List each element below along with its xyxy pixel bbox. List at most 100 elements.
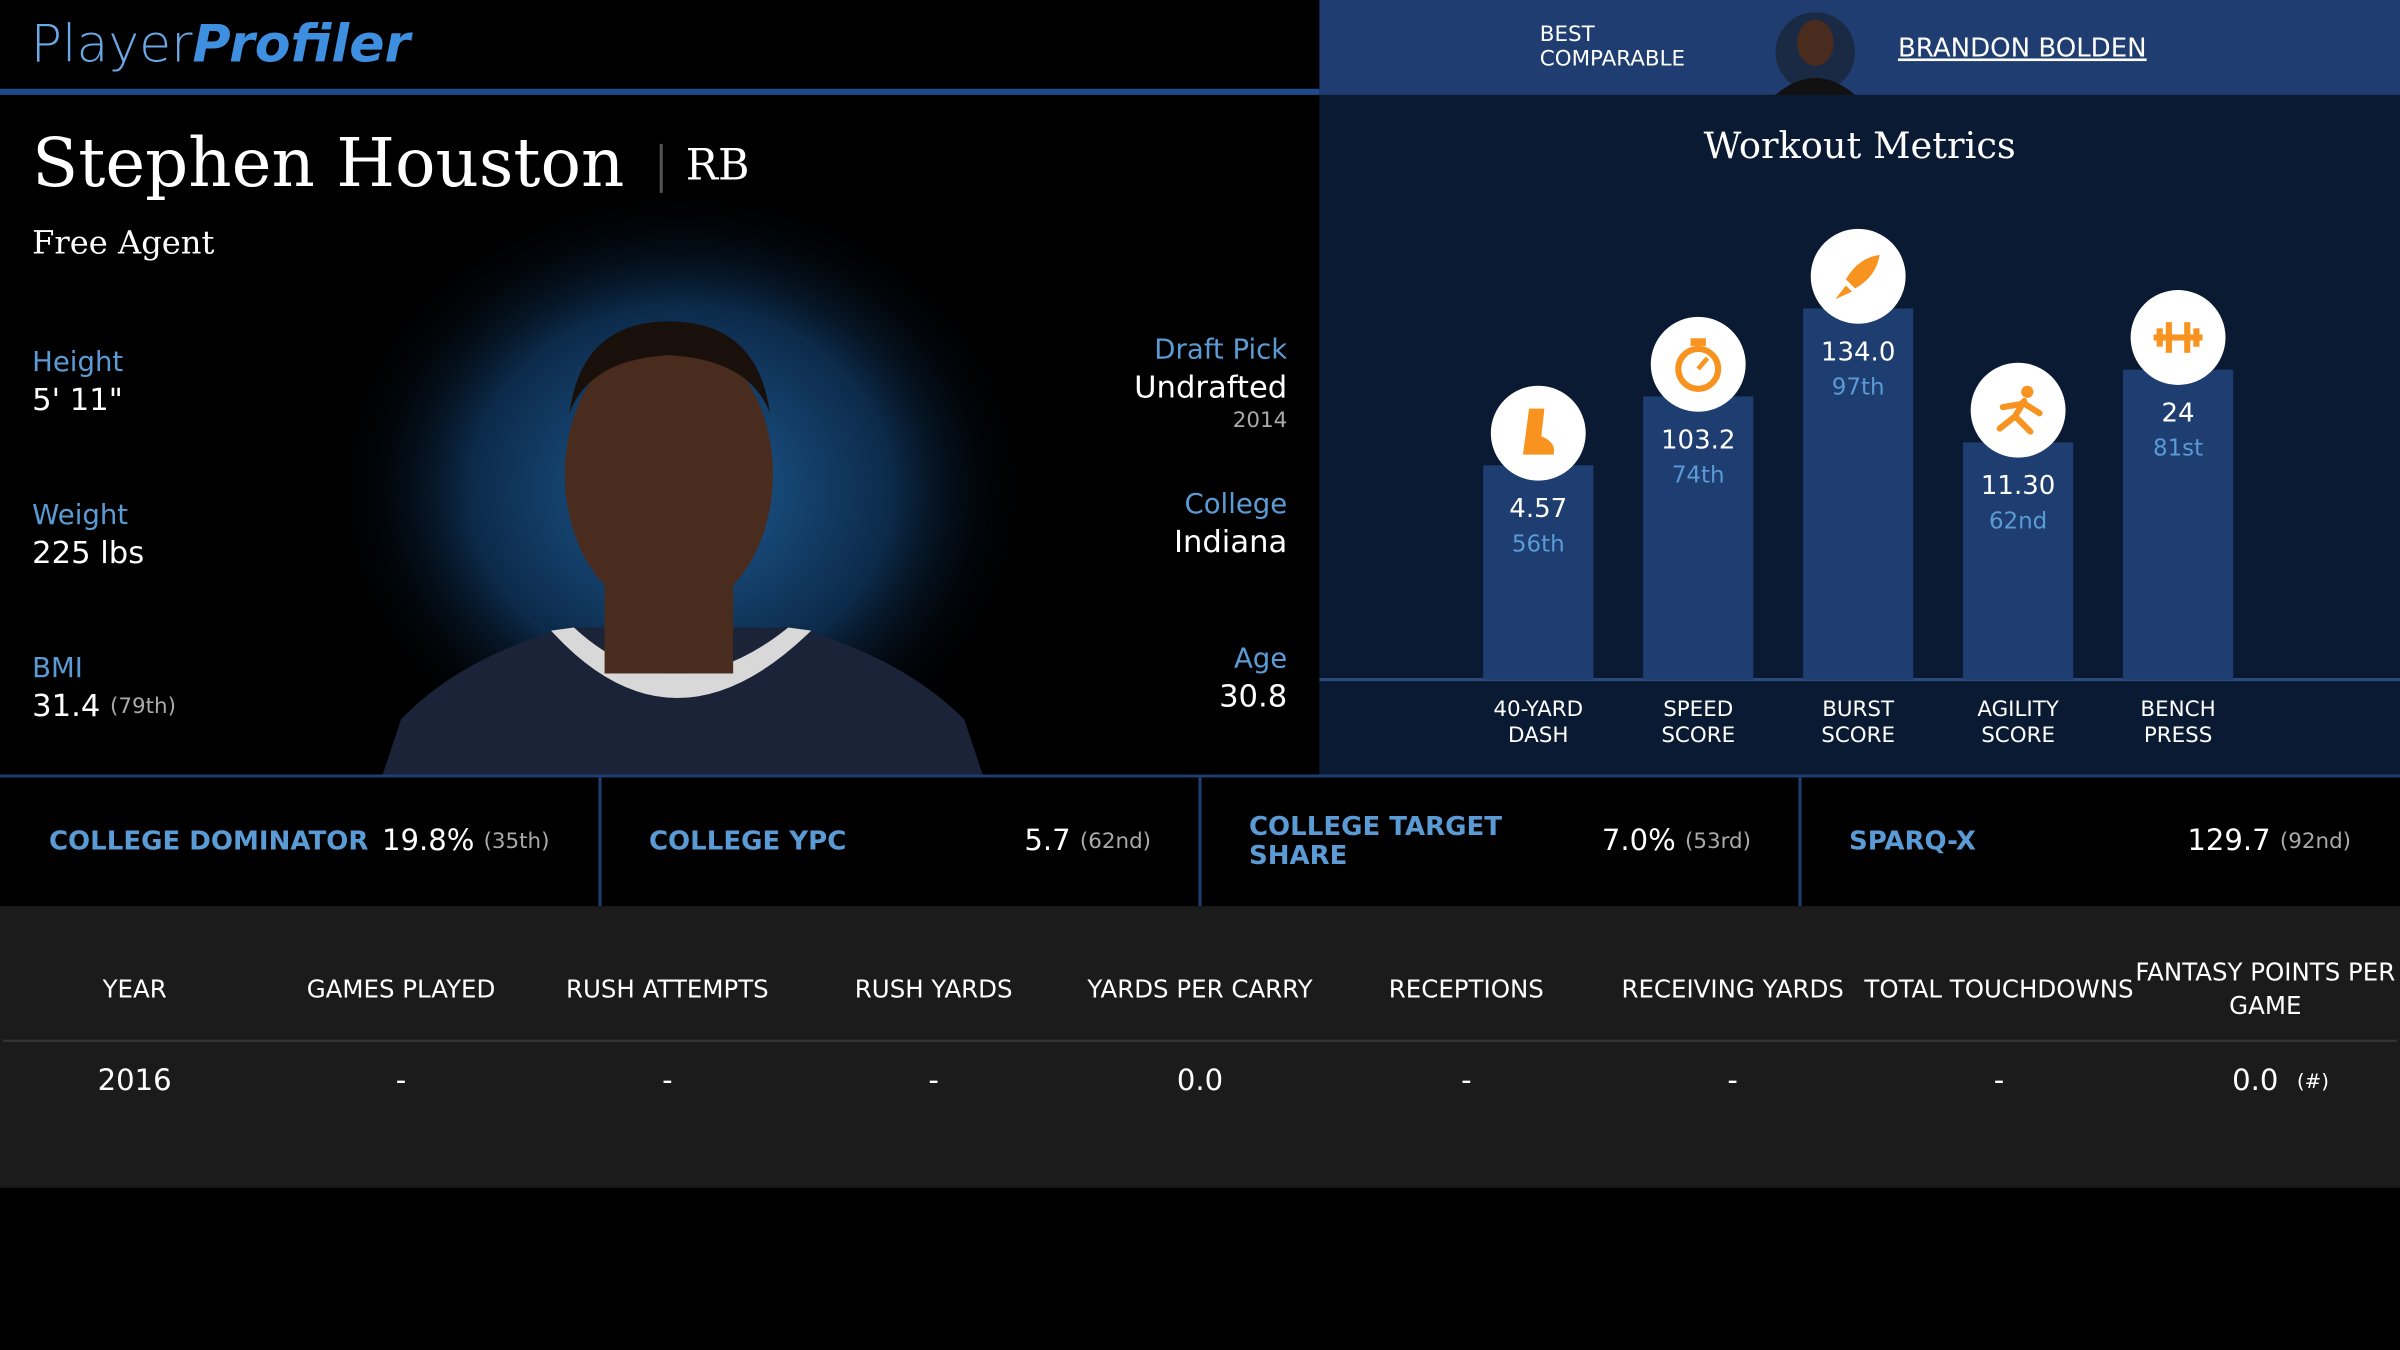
bio-value: Undrafted <box>1134 370 1287 405</box>
player-position: RB <box>686 140 750 190</box>
workout-bar <box>2122 369 2234 680</box>
icon-bar <box>2153 334 2203 341</box>
icon-shoe <box>1522 408 1555 455</box>
header-rule <box>0 88 1320 95</box>
comparable-avatar <box>1775 12 1856 95</box>
bio-label: Weight <box>32 499 128 531</box>
workout-icon <box>1970 362 2066 458</box>
workout-percentile: 97th <box>1832 375 1885 401</box>
player-status: Free Agent <box>32 223 214 261</box>
workout-bar <box>1803 308 1914 680</box>
workout-icon <box>1810 228 1906 324</box>
bio-label: Height <box>32 346 123 378</box>
stat-space <box>1676 823 1685 857</box>
workout-bar <box>1483 465 1594 680</box>
comparable-name[interactable]: BRANDON BOLDEN <box>1898 33 2147 63</box>
comparable-bar <box>1319 0 2400 95</box>
bio-value: Indiana <box>1174 525 1287 560</box>
bio-note: 2014 <box>1233 408 1287 433</box>
stat-label: COLLEGE YPC <box>649 826 846 856</box>
icon-runner <box>1996 397 2043 435</box>
icon-rocket <box>1845 254 1880 289</box>
bio-label: Age <box>1234 643 1287 675</box>
comparable-label: COMPARABLE <box>1540 47 1685 72</box>
player-name: Stephen Houston <box>32 123 624 202</box>
column-header: FANTASY POINTS PER <box>2135 957 2395 986</box>
workout-label: SCORE <box>1661 723 1735 748</box>
bio-label: Draft Pick <box>1154 334 1287 366</box>
table-cell: - <box>928 1063 939 1097</box>
bio-value: 5' 11" <box>32 383 123 418</box>
workout-percentile: 81st <box>2153 436 2203 462</box>
bio-label: BMI <box>32 652 83 684</box>
bio-label: College <box>1184 488 1287 520</box>
workout-label: SPEED <box>1663 697 1733 722</box>
workout-icon <box>2130 290 2226 385</box>
workout-value: 11.30 <box>1981 471 2055 501</box>
workout-value: 103.2 <box>1661 425 1735 455</box>
workout-icon <box>1490 385 1586 481</box>
stat-value: 19.8% (35th) <box>382 823 550 857</box>
player-photo <box>382 321 983 775</box>
icon-head <box>2021 385 2034 398</box>
stat-rank: (62nd) <box>1080 829 1151 854</box>
icon-plate <box>2165 322 2172 353</box>
table-cell: - <box>1461 1063 1472 1097</box>
stat-label: COLLEGE DOMINATOR <box>49 826 368 856</box>
logo-player: Player <box>31 14 194 74</box>
table-cell: - <box>396 1063 406 1097</box>
stat-space <box>2271 823 2280 857</box>
column-header: RUSH YARDS <box>855 974 1013 1003</box>
workout-percentile: 56th <box>1512 531 1565 557</box>
table-cell: 0.0 (#) <box>2232 1063 2329 1097</box>
stat-value: 129.7 (92nd) <box>2187 823 2351 857</box>
workout-value: 4.57 <box>1509 494 1567 524</box>
icon-plate <box>2193 328 2200 347</box>
stat-space <box>474 823 483 857</box>
cell-note: (#) <box>2297 1070 2329 1093</box>
icon-flame <box>1835 285 1853 300</box>
icon-watch-hand <box>1696 356 1710 371</box>
logo-profiler: Profiler <box>193 14 414 74</box>
bio-value: 225 lbs <box>32 536 144 571</box>
bio-number: 5' 11" <box>32 383 123 418</box>
workout-title: Workout Metrics <box>1704 124 2016 167</box>
bio-note: (79th) <box>110 694 176 719</box>
stat-label: SHARE <box>1249 841 1347 871</box>
icon-plate <box>2156 328 2163 347</box>
bio-number: 225 lbs <box>32 536 144 571</box>
stat-value: 5.7 (62nd) <box>1024 823 1151 857</box>
column-header: RECEPTIONS <box>1389 974 1544 1003</box>
workout-label: DASH <box>1508 723 1568 748</box>
table-cell: 2016 <box>98 1063 172 1097</box>
stat-rank: (35th) <box>484 829 550 854</box>
workout-label: BURST <box>1822 697 1895 722</box>
column-header: GAME <box>2229 991 2301 1020</box>
stat-rank: (53rd) <box>1685 829 1751 854</box>
stat-space <box>1071 823 1080 857</box>
icon-circle <box>1650 316 1746 412</box>
workout-label: SCORE <box>1981 723 2055 748</box>
workout-bar <box>1643 396 1754 680</box>
workout-label: AGILITY <box>1977 697 2059 722</box>
logo: PlayerProfiler <box>31 14 414 74</box>
stat-number: 7.0% <box>1602 823 1676 857</box>
stat-number: 129.7 <box>2187 823 2270 857</box>
table-cell: - <box>1994 1063 2004 1097</box>
icon-plate <box>2184 322 2191 353</box>
workout-percentile: 74th <box>1672 463 1725 489</box>
stat-number: 19.8% <box>382 823 474 857</box>
workout-label: BENCH <box>2140 697 2215 722</box>
workout-label: SCORE <box>1821 723 1895 748</box>
column-header: TOTAL TOUCHDOWNS <box>1863 974 2133 1003</box>
cell-space <box>2278 1063 2297 1097</box>
table-cell: - <box>662 1063 673 1097</box>
column-header: YEAR <box>102 974 167 1003</box>
icon-watch <box>1675 345 1722 392</box>
table-cell: - <box>1727 1063 1738 1097</box>
workout-value: 24 <box>2162 399 2195 429</box>
stat-rank: (92nd) <box>2280 829 2351 854</box>
stat-value: 7.0% (53rd) <box>1602 823 1751 857</box>
